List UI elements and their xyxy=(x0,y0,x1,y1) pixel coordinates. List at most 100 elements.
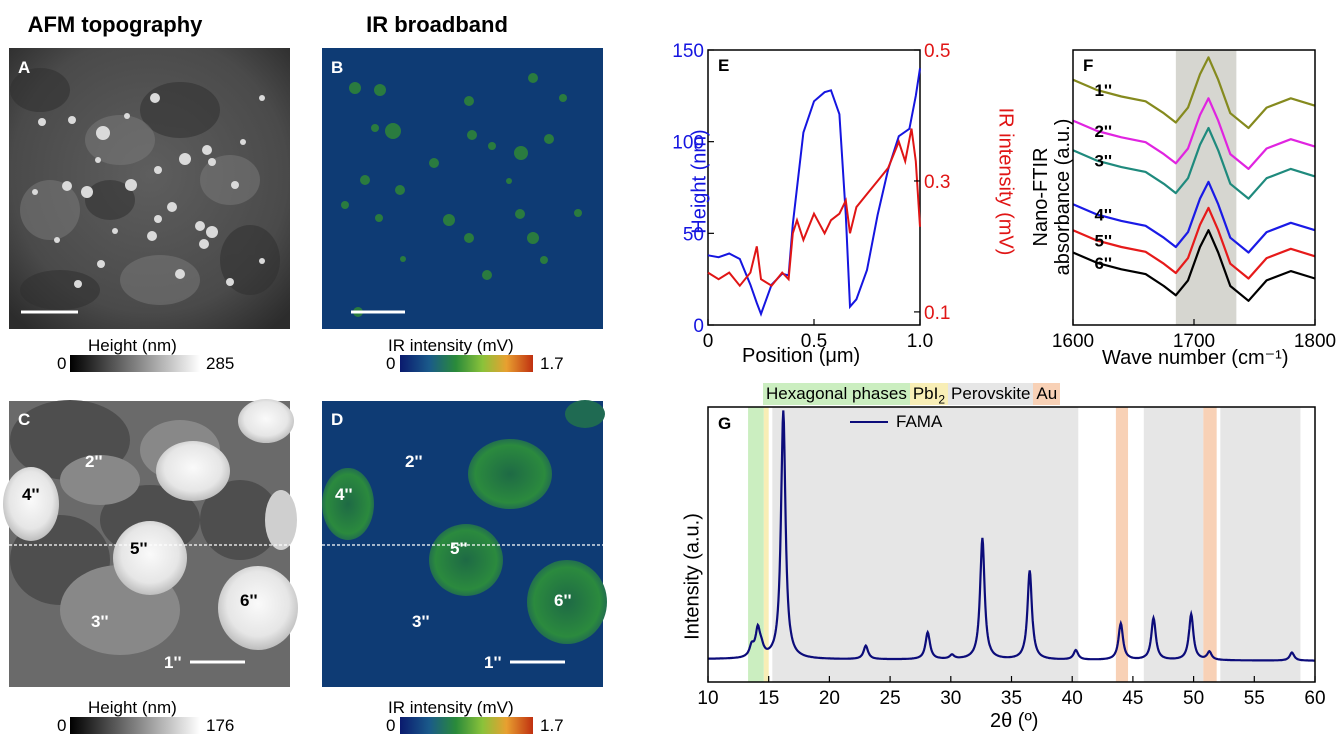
chart-e: 0 50 100 150 0.1 0.3 0.5 0 0.5 1.0 xyxy=(672,41,950,352)
ir-grains-b xyxy=(341,73,582,317)
f-series-label-1: 1'' xyxy=(1094,81,1112,100)
panel-letter-d: D xyxy=(331,410,343,429)
f-series-4 xyxy=(1072,180,1316,254)
f-xlabel: Wave number (cm⁻¹) xyxy=(1102,347,1289,369)
e-y2tick-label: 0.3 xyxy=(924,172,950,193)
grain-label-c-4: 4'' xyxy=(22,485,40,504)
g-xtick-label: 35 xyxy=(1001,688,1022,709)
colorbar-height-a xyxy=(70,355,200,372)
g-band-5 xyxy=(1203,407,1217,682)
e-y2label: IR intensity (mV) xyxy=(994,107,1017,256)
g-xtick-label: 60 xyxy=(1304,688,1325,709)
phase-pbi2: PbI2 xyxy=(909,383,949,406)
f-series-label-4: 4'' xyxy=(1094,206,1112,225)
grain-label-c-3: 3'' xyxy=(91,612,109,631)
grain-label-c-1: 1'' xyxy=(164,653,182,672)
g-phase-labels: Hexagonal phases PbI2 Perovskite Au xyxy=(763,383,1061,406)
e-y2tick-label: 0.1 xyxy=(924,303,950,324)
maps-figure: A B xyxy=(3,48,607,734)
f-series-label-3: 3'' xyxy=(1094,152,1112,171)
panel-letter-b: B xyxy=(331,58,343,77)
g-band-6 xyxy=(1220,407,1301,682)
f-series-5 xyxy=(1072,206,1316,280)
e-series-right xyxy=(707,128,921,288)
g-xtick-label: 25 xyxy=(880,688,901,709)
g-band-0 xyxy=(748,407,764,682)
colorbar-c-max: 176 xyxy=(206,716,235,735)
panel-letter-a: A xyxy=(18,58,30,77)
colorbar-ir-d xyxy=(400,717,533,734)
panel-letter-g: G xyxy=(718,414,732,433)
afm-map-a xyxy=(9,48,290,329)
e-y2tick-label: 0.5 xyxy=(924,41,950,62)
f-series-6 xyxy=(1072,229,1316,302)
e-ytick-label: 100 xyxy=(672,133,704,154)
grain-label-d-6: 6'' xyxy=(554,591,572,610)
panel-letter-c: C xyxy=(18,410,30,429)
f-series-label-5: 5'' xyxy=(1094,232,1112,251)
e-xtick-label: 0 xyxy=(703,331,714,352)
colorbar-b-max: 1.7 xyxy=(540,354,564,373)
g-xtick-label: 10 xyxy=(697,688,718,709)
colorbar-c-min: 0 xyxy=(57,716,67,735)
colorbar-height-c xyxy=(70,717,200,734)
g-band-1 xyxy=(763,407,769,682)
g-band-2 xyxy=(772,407,1079,682)
colorbar-c-title: Height (nm) xyxy=(88,698,177,717)
e-ytick-label: 0 xyxy=(693,316,704,337)
grain-label-d-2: 2'' xyxy=(405,452,423,471)
colorbar-a-min: 0 xyxy=(57,354,67,373)
g-xtick-label: 15 xyxy=(758,688,779,709)
g-series-fama xyxy=(708,410,1315,662)
e-ytick-label: 150 xyxy=(672,41,704,62)
g-xtick-label: 55 xyxy=(1244,688,1265,709)
f-ylabel: Nano-FTIR absorbance (a.u.) xyxy=(1030,118,1074,276)
grain-label-d-4: 4'' xyxy=(335,485,353,504)
ir-map-b xyxy=(322,48,603,329)
f-series-label-6: 6'' xyxy=(1094,254,1112,273)
e-ytick-label: 50 xyxy=(683,224,704,245)
chart-f: 1'' 2'' 3'' 4'' 5'' 6'' 1600 1700 1800 xyxy=(1052,49,1336,352)
afm-title: AFM topography xyxy=(27,12,203,37)
e-ylabel: Height (nm) xyxy=(688,129,711,234)
f-xtick-label: 1600 xyxy=(1052,331,1094,352)
colorbar-b-title: IR intensity (mV) xyxy=(388,336,514,355)
legend-line-fama xyxy=(850,421,888,423)
f-xtick-label: 1800 xyxy=(1294,331,1336,352)
colorbar-d-title: IR intensity (mV) xyxy=(388,698,514,717)
g-ylabel: Intensity (a.u.) xyxy=(681,513,704,640)
colorbar-a-title: Height (nm) xyxy=(88,336,177,355)
f-series-1 xyxy=(1072,56,1316,130)
colorbar-b-min: 0 xyxy=(386,354,396,373)
ir-map-d xyxy=(322,400,607,687)
f-series-3 xyxy=(1072,126,1316,200)
e-xtick-label: 0.5 xyxy=(801,331,827,352)
colorbar-ir-b xyxy=(400,355,533,372)
grain-label-c-6: 6'' xyxy=(240,591,258,610)
e-series-left xyxy=(707,68,921,317)
colorbar-d-min: 0 xyxy=(386,716,396,735)
chart-e-frame xyxy=(707,49,921,326)
g-xtick-label: 20 xyxy=(819,688,840,709)
f-xtick-label: 1700 xyxy=(1173,331,1215,352)
legend-fama-label: FAMA xyxy=(896,412,943,431)
f-series-label-2: 2'' xyxy=(1094,122,1112,141)
g-xlabel: 2θ (º) xyxy=(990,710,1039,732)
phase-perovskite: Perovskite xyxy=(948,383,1034,405)
g-band-3 xyxy=(1115,407,1129,682)
e-xtick-label: 1.0 xyxy=(907,331,933,352)
ir-title: IR broadband xyxy=(366,12,508,37)
g-xtick-label: 40 xyxy=(1062,688,1083,709)
chart-g: 10 15 20 25 30 35 40 45 50 55 60 xyxy=(697,406,1326,709)
f-series-2 xyxy=(1072,97,1316,170)
colorbar-d-max: 1.7 xyxy=(540,716,564,735)
grain-label-c-2: 2'' xyxy=(85,452,103,471)
grain-label-c-5: 5'' xyxy=(130,539,148,558)
g-xtick-label: 50 xyxy=(1183,688,1204,709)
panel-letter-f: F xyxy=(1083,56,1094,75)
grain-label-d-5: 5'' xyxy=(450,539,468,558)
colorbar-a-max: 285 xyxy=(206,354,235,373)
afm-grains xyxy=(32,93,265,288)
panel-letter-e: E xyxy=(718,56,730,75)
